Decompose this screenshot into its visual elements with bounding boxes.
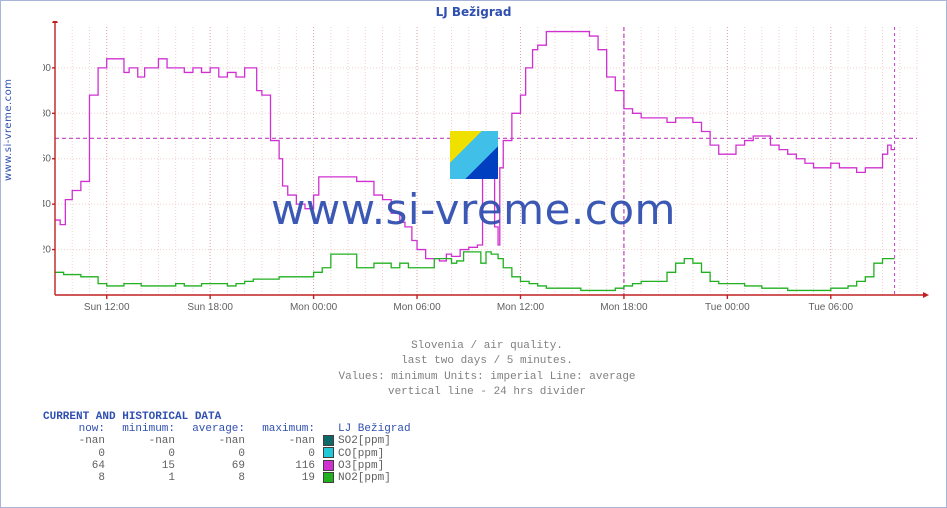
svg-text:60: 60 bbox=[43, 154, 51, 165]
table-cell: 116 bbox=[253, 460, 323, 472]
legend-swatch bbox=[323, 447, 338, 459]
subcaption-line: Slovenia / air quality. bbox=[43, 339, 931, 354]
series-header: LJ Bežigrad bbox=[338, 423, 419, 435]
table-cell: 0 bbox=[183, 447, 253, 459]
table-row: 81819NO2[ppm] bbox=[43, 472, 419, 484]
col-header: now: bbox=[43, 423, 113, 435]
table-cell: 15 bbox=[113, 460, 183, 472]
svg-text:Mon 12:00: Mon 12:00 bbox=[497, 302, 545, 313]
table-cell: 19 bbox=[253, 472, 323, 484]
subcaption-line: Values: minimum Units: imperial Line: av… bbox=[43, 370, 931, 385]
table-cell: 64 bbox=[43, 460, 113, 472]
data-table-block: CURRENT AND HISTORICAL DATA now:minimum:… bbox=[43, 411, 419, 485]
svg-text:Tue 06:00: Tue 06:00 bbox=[808, 302, 853, 313]
table-row: 0000CO[ppm] bbox=[43, 447, 419, 459]
svg-text:Mon 00:00: Mon 00:00 bbox=[290, 302, 338, 313]
data-table: now:minimum:average:maximum: LJ Bežigrad -… bbox=[43, 423, 419, 485]
table-row: 641569116 O3[ppm] bbox=[43, 460, 419, 472]
chart-title: LJ Bežigrad bbox=[1, 5, 946, 19]
col-header: average: bbox=[183, 423, 253, 435]
table-cell: 1 bbox=[113, 472, 183, 484]
chart-frame: www.si-vreme.com LJ Bežigrad 20406080100… bbox=[0, 0, 947, 508]
chart-subcaptions: Slovenia / air quality.last two days / 5… bbox=[43, 339, 931, 401]
table-cell: -nan bbox=[183, 435, 253, 447]
data-table-header: CURRENT AND HISTORICAL DATA bbox=[43, 411, 419, 423]
svg-text:Sun 12:00: Sun 12:00 bbox=[84, 302, 130, 313]
svg-text:20: 20 bbox=[43, 245, 51, 256]
svg-text:100: 100 bbox=[43, 63, 51, 74]
table-cell: 8 bbox=[183, 472, 253, 484]
subcaption-line: vertical line - 24 hrs divider bbox=[43, 385, 931, 400]
legend-swatch bbox=[323, 460, 338, 472]
table-cell: 0 bbox=[253, 447, 323, 459]
svg-text:Mon 06:00: Mon 06:00 bbox=[393, 302, 441, 313]
svg-text:Mon 18:00: Mon 18:00 bbox=[600, 302, 648, 313]
svg-text:Sun 18:00: Sun 18:00 bbox=[187, 302, 233, 313]
svg-text:40: 40 bbox=[43, 199, 51, 210]
chart-plot: 20 40 60 80 100 Sun 12:00 Sun 18:00 Mon 00:00 Mo… bbox=[43, 21, 931, 321]
row-label: NO2[ppm] bbox=[338, 472, 419, 484]
table-cell: -nan bbox=[43, 435, 113, 447]
y-axis-link[interactable]: www.si-vreme.com bbox=[3, 78, 14, 181]
table-cell: 0 bbox=[43, 447, 113, 459]
table-cell: -nan bbox=[253, 435, 323, 447]
table-cell: 0 bbox=[113, 447, 183, 459]
col-header: maximum: bbox=[253, 423, 323, 435]
table-cell: 69 bbox=[183, 460, 253, 472]
row-label: CO[ppm] bbox=[338, 447, 419, 459]
row-label: SO2[ppm] bbox=[338, 435, 419, 447]
col-header: minimum: bbox=[113, 423, 183, 435]
svg-text:Tue 00:00: Tue 00:00 bbox=[705, 302, 750, 313]
svg-text:80: 80 bbox=[43, 108, 51, 119]
legend-swatch bbox=[323, 435, 338, 447]
table-cell: -nan bbox=[113, 435, 183, 447]
table-cell: 8 bbox=[43, 472, 113, 484]
legend-swatch bbox=[323, 472, 338, 484]
subcaption-line: last two days / 5 minutes. bbox=[43, 354, 931, 369]
row-label: O3[ppm] bbox=[338, 460, 419, 472]
table-row: -nan-nan-nan-nanSO2[ppm] bbox=[43, 435, 419, 447]
